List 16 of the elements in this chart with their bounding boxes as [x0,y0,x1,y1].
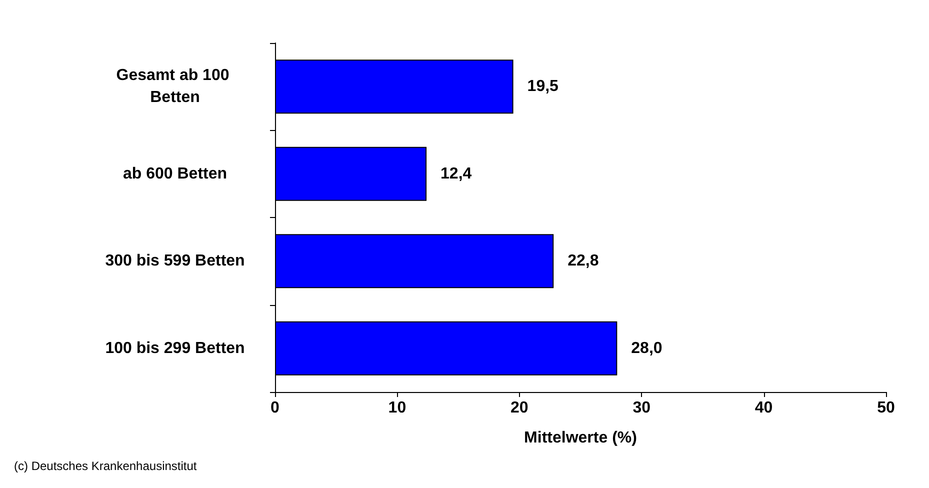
data-label: 28,0 [631,340,662,357]
text: (c) Deutsches Krankenhausinstitut [14,459,198,473]
y-tick-label: 300 bis 599 Betten [105,252,245,270]
x-tick-label: 0 [270,400,280,416]
data-label: 19,5 [527,78,559,96]
data-label: 12,4 [440,165,472,182]
x-tick-label: 40 [754,400,773,416]
y-tick-label: Gesamt ab 100 Betten [116,67,234,106]
x-tick-label: 50 [877,400,895,416]
x-tick-label: 20 [510,400,528,416]
data-label: 22,8 [568,252,599,270]
x-tick-label: 10 [388,400,406,416]
y-tick-label: ab 600 Betten [122,165,228,182]
x-axis-title: Mittelwerte (%) [524,430,637,446]
y-tick-label: 100 bis 299 Betten [105,340,245,357]
x-tick-label: 30 [632,400,651,416]
